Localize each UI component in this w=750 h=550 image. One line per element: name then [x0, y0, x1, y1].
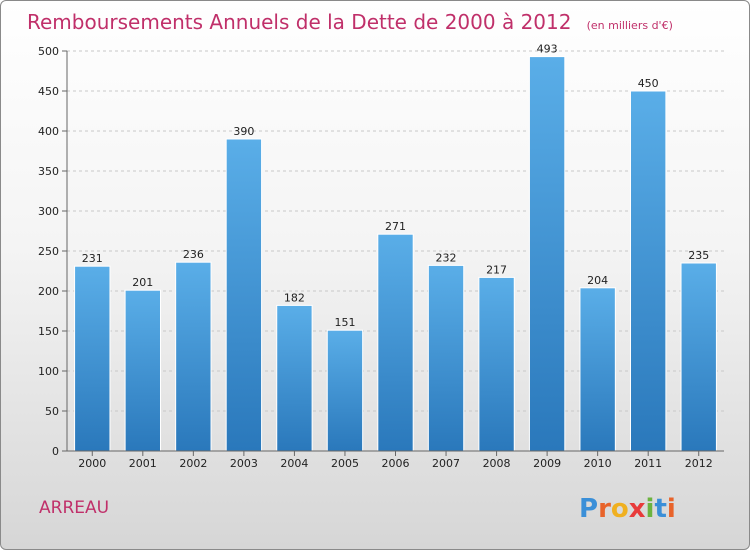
- y-tick-label: 50: [45, 405, 59, 418]
- data-label-2001: 201: [132, 276, 153, 289]
- data-label-2005: 151: [334, 316, 355, 329]
- bar-2000: [74, 265, 111, 452]
- data-label-2008: 217: [486, 263, 507, 276]
- x-tick-label-2005: 2005: [331, 457, 359, 470]
- data-label-2004: 182: [284, 291, 305, 304]
- data-label-2002: 236: [183, 248, 204, 261]
- y-tick-label: 450: [38, 85, 59, 98]
- x-tick-label-2004: 2004: [280, 457, 308, 470]
- bar-2009: [528, 56, 566, 452]
- data-label-2007: 232: [436, 251, 457, 264]
- commune-name: ARREAU: [39, 498, 109, 518]
- data-label-2012: 235: [688, 249, 709, 262]
- bar-2010: [579, 287, 616, 452]
- logo-letter: t: [654, 494, 666, 524]
- chart-title: Remboursements Annuels de la Dette de 20…: [27, 10, 673, 34]
- y-tick-label: 0: [52, 445, 59, 458]
- y-tick-label: 250: [38, 245, 59, 258]
- bar-2005: [326, 329, 364, 452]
- data-label-2006: 271: [385, 220, 406, 233]
- x-tick-label-2011: 2011: [634, 457, 662, 470]
- logo-letter: i: [667, 494, 676, 524]
- y-axis: 0 50 100 150 200 250 300 350 400 450 500: [38, 45, 68, 458]
- bar-2006: [377, 233, 414, 452]
- logo-text: Proxiti: [579, 494, 676, 524]
- data-label-2009: 493: [537, 43, 558, 56]
- logo-letter: r: [598, 494, 611, 524]
- x-tick-label-2012: 2012: [685, 457, 713, 470]
- x-tick-label-2006: 2006: [382, 457, 410, 470]
- x-tick-label-2001: 2001: [129, 457, 157, 470]
- x-tick-label-2009: 2009: [533, 457, 561, 470]
- logo-letter: P: [579, 494, 598, 524]
- x-tick-label-2003: 2003: [230, 457, 258, 470]
- bar-2004: [276, 304, 313, 452]
- bar-2003: [225, 138, 263, 452]
- proxiti-logo: Proxiti: [579, 494, 676, 524]
- logo-letter: x: [629, 494, 646, 524]
- y-tick-label: 300: [38, 205, 59, 218]
- x-tick-label-2000: 2000: [78, 457, 106, 470]
- y-tick-label: 100: [38, 365, 59, 378]
- logo-letter: o: [611, 494, 629, 524]
- y-tick-label: 400: [38, 125, 59, 138]
- y-tick-label: 150: [38, 325, 59, 338]
- x-tick-label-2007: 2007: [432, 457, 460, 470]
- x-tick-label-2010: 2010: [584, 457, 612, 470]
- y-tick-label: 500: [38, 45, 59, 58]
- x-tick-label-2002: 2002: [179, 457, 207, 470]
- bar-2008: [478, 276, 515, 452]
- bars: 231 201 236 390 182 151 271 232 217 493 204 450 235: [74, 43, 717, 452]
- y-tick-label: 350: [38, 165, 59, 178]
- bar-2012: [680, 262, 717, 452]
- data-label-2010: 204: [587, 274, 608, 287]
- x-axis: 2000 2001 2002 2003 2004 2005 2006 2007 2008 2009…: [67, 450, 724, 470]
- y-tick-label: 200: [38, 285, 59, 298]
- bar-2007: [427, 264, 465, 452]
- logo-letter: i: [646, 494, 655, 524]
- bar-2011: [630, 90, 667, 452]
- data-label-2000: 231: [82, 252, 103, 265]
- bar-2002: [175, 261, 212, 452]
- bar-2001: [124, 289, 161, 452]
- data-label-2011: 450: [638, 77, 659, 90]
- x-tick-label-2008: 2008: [483, 457, 511, 470]
- data-label-2003: 390: [233, 125, 254, 138]
